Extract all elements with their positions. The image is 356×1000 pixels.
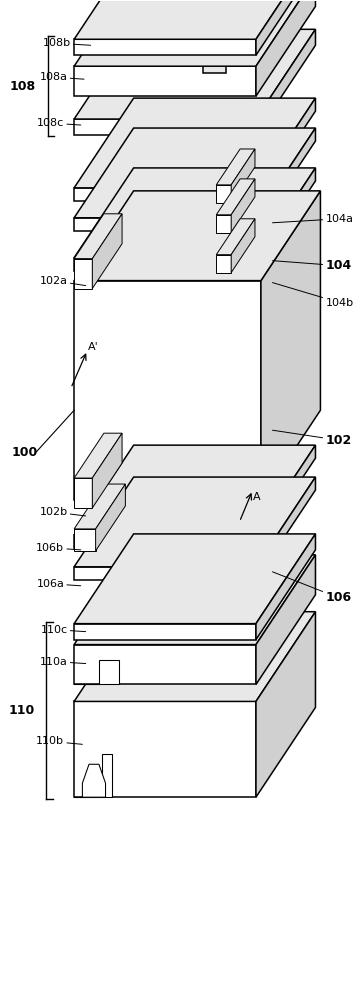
Polygon shape [216, 215, 231, 233]
Text: 106: 106 [272, 572, 351, 604]
Polygon shape [74, 433, 122, 478]
Polygon shape [256, 477, 315, 580]
Polygon shape [74, 624, 256, 640]
Text: 100: 100 [11, 446, 38, 459]
Text: 110: 110 [8, 704, 34, 717]
Polygon shape [256, 612, 315, 797]
Polygon shape [74, 259, 92, 289]
Polygon shape [74, 29, 315, 119]
Polygon shape [74, 214, 122, 259]
Polygon shape [216, 219, 255, 255]
Polygon shape [74, 281, 261, 500]
Polygon shape [256, 29, 315, 135]
Polygon shape [74, 188, 256, 201]
Polygon shape [74, 39, 256, 55]
Text: 108b: 108b [43, 38, 91, 48]
Polygon shape [216, 185, 231, 203]
Polygon shape [74, 645, 256, 684]
Polygon shape [74, 119, 256, 135]
Polygon shape [256, 445, 315, 548]
Text: 106b: 106b [36, 543, 81, 553]
Polygon shape [256, 0, 315, 96]
Polygon shape [74, 660, 119, 684]
Polygon shape [74, 701, 256, 797]
Text: A: A [253, 492, 261, 502]
Polygon shape [256, 128, 315, 231]
Polygon shape [261, 191, 320, 500]
Polygon shape [74, 478, 92, 508]
Text: A': A' [88, 342, 99, 352]
Polygon shape [92, 433, 122, 508]
Text: 108c: 108c [37, 118, 81, 128]
Text: 104: 104 [272, 259, 352, 272]
Polygon shape [256, 168, 315, 271]
Polygon shape [74, 218, 256, 231]
Polygon shape [256, 0, 315, 55]
Polygon shape [74, 66, 256, 96]
Polygon shape [74, 191, 320, 281]
Polygon shape [74, 612, 315, 701]
Polygon shape [74, 258, 256, 271]
Polygon shape [74, 534, 315, 624]
Text: 106a: 106a [36, 579, 81, 589]
Text: 108a: 108a [40, 72, 84, 82]
Text: 104a: 104a [272, 214, 354, 224]
Polygon shape [74, 535, 256, 548]
Text: 108: 108 [10, 80, 36, 93]
Polygon shape [92, 214, 122, 289]
Polygon shape [74, 98, 315, 188]
Polygon shape [74, 477, 315, 567]
Polygon shape [216, 149, 255, 185]
Polygon shape [256, 534, 315, 640]
Polygon shape [74, 754, 112, 797]
Polygon shape [74, 168, 315, 258]
Polygon shape [74, 567, 256, 580]
Polygon shape [74, 128, 315, 218]
Polygon shape [256, 98, 315, 201]
Polygon shape [82, 764, 105, 797]
Polygon shape [231, 179, 255, 233]
Text: 110c: 110c [40, 625, 86, 635]
Text: 110a: 110a [40, 657, 86, 667]
Polygon shape [231, 149, 255, 203]
Text: 110b: 110b [36, 736, 82, 746]
Polygon shape [96, 484, 125, 551]
Polygon shape [216, 179, 255, 215]
Text: 102b: 102b [40, 507, 86, 517]
Text: 104b: 104b [272, 283, 354, 308]
Polygon shape [74, 0, 315, 66]
Text: 102a: 102a [40, 276, 86, 286]
Text: 102: 102 [272, 430, 352, 447]
Polygon shape [74, 484, 125, 529]
Polygon shape [74, 445, 315, 535]
Polygon shape [74, 555, 315, 645]
Polygon shape [74, 529, 96, 551]
Polygon shape [216, 255, 231, 273]
Polygon shape [256, 555, 315, 684]
Polygon shape [74, 0, 315, 39]
Polygon shape [231, 219, 255, 273]
